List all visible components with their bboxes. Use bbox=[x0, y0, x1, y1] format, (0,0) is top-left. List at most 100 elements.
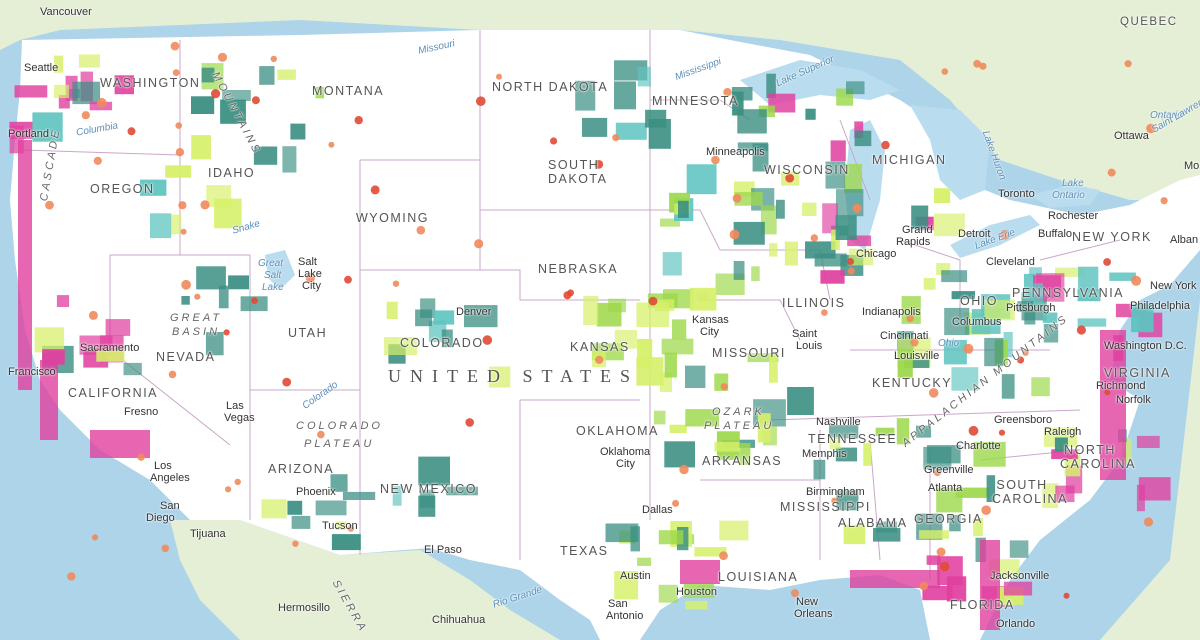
habitat-patch bbox=[776, 199, 785, 219]
habitat-patch bbox=[342, 491, 376, 500]
observation-dot bbox=[1022, 349, 1029, 356]
habitat-patch bbox=[854, 121, 864, 138]
observation-dot bbox=[211, 89, 221, 99]
observation-dot bbox=[998, 429, 1006, 436]
observation-dot bbox=[194, 293, 201, 300]
observation-dot bbox=[217, 52, 228, 62]
observation-dot bbox=[127, 127, 136, 136]
habitat-patch bbox=[441, 329, 453, 348]
habitat-patch bbox=[1033, 283, 1043, 305]
observation-dot bbox=[474, 239, 484, 249]
habitat-patch bbox=[418, 456, 450, 486]
habitat-patch bbox=[689, 287, 717, 311]
habitat-patch bbox=[927, 445, 961, 464]
observation-dot bbox=[963, 343, 974, 354]
habitat-patch bbox=[464, 305, 498, 328]
habitat-patch bbox=[1064, 454, 1081, 477]
habitat-patch bbox=[737, 109, 767, 134]
habitat-patch bbox=[784, 241, 798, 266]
habitat-patch bbox=[854, 130, 872, 147]
lake-ontario bbox=[1030, 185, 1100, 208]
habitat-patch bbox=[685, 409, 720, 427]
observation-dot bbox=[1016, 356, 1025, 364]
habitat-patch bbox=[830, 140, 846, 162]
observation-dot bbox=[392, 280, 400, 287]
coastal-habitat bbox=[980, 540, 1000, 630]
habitat-patch bbox=[714, 442, 740, 452]
habitat-patch bbox=[683, 583, 715, 598]
habitat-patch bbox=[734, 192, 763, 206]
habitat-patch bbox=[805, 108, 816, 120]
habitat-patch bbox=[669, 424, 687, 434]
habitat-patch bbox=[901, 296, 921, 324]
habitat-patch bbox=[847, 235, 872, 247]
habitat-patch bbox=[660, 218, 680, 227]
observation-dot bbox=[1000, 230, 1010, 240]
habitat-patch bbox=[1043, 323, 1059, 343]
great-salt-lake bbox=[265, 250, 295, 290]
habitat-patch bbox=[253, 146, 278, 165]
habitat-patch bbox=[936, 487, 963, 513]
lake-huron bbox=[910, 105, 990, 200]
observation-dot bbox=[790, 589, 799, 598]
observation-dot bbox=[928, 388, 939, 398]
habitat-patch bbox=[170, 214, 182, 235]
habitat-patch bbox=[614, 81, 636, 110]
observation-dot bbox=[711, 155, 720, 165]
habitat-patch bbox=[1131, 303, 1154, 333]
observation-dot bbox=[328, 141, 335, 148]
habitat-patch bbox=[897, 349, 913, 378]
habitat-patch bbox=[608, 298, 626, 313]
observation-dot bbox=[910, 338, 919, 347]
observation-dot bbox=[161, 544, 170, 553]
habitat-patch bbox=[336, 521, 347, 530]
habitat-patch bbox=[933, 213, 965, 237]
habitat-patch bbox=[926, 555, 941, 565]
habitat-patch bbox=[191, 96, 215, 114]
habitat-patch bbox=[835, 447, 858, 462]
observation-dot bbox=[465, 418, 475, 427]
observation-dot bbox=[370, 185, 380, 195]
habitat-patch bbox=[662, 252, 682, 276]
habitat-patch bbox=[261, 499, 287, 519]
habitat-patch bbox=[330, 474, 348, 492]
observation-dot bbox=[347, 524, 355, 532]
habitat-patch bbox=[944, 307, 970, 336]
habitat-patch bbox=[658, 530, 684, 545]
observation-dot bbox=[881, 140, 890, 150]
observation-dot bbox=[305, 273, 315, 283]
habitat-patch bbox=[96, 350, 125, 362]
habitat-patch bbox=[1017, 301, 1033, 312]
habitat-patch bbox=[1121, 438, 1132, 464]
habitat-patch bbox=[1109, 272, 1136, 281]
habitat-patch bbox=[1024, 273, 1036, 301]
habitat-patch bbox=[984, 299, 1015, 321]
lake-erie bbox=[950, 215, 1040, 258]
habitat-patch bbox=[658, 584, 678, 603]
habitat-patch bbox=[844, 163, 863, 193]
habitat-patch bbox=[291, 515, 311, 529]
habitat-patch bbox=[787, 387, 814, 415]
habitat-patch bbox=[846, 81, 865, 95]
observation-dot bbox=[344, 275, 352, 284]
habitat-patch bbox=[181, 296, 190, 305]
habitat-patch bbox=[747, 353, 779, 363]
habitat-patch bbox=[829, 425, 859, 439]
observation-dot bbox=[981, 505, 991, 515]
habitat-patch bbox=[1055, 267, 1085, 277]
habitat-patch bbox=[150, 213, 172, 239]
habitat-patch bbox=[820, 270, 845, 284]
habitat-patch bbox=[222, 90, 251, 101]
habitat-patch bbox=[575, 80, 596, 111]
habitat-patch bbox=[220, 99, 246, 124]
observation-dot bbox=[96, 97, 107, 108]
habitat-patch bbox=[1024, 311, 1036, 325]
habitat-patch bbox=[653, 410, 666, 425]
observation-dot bbox=[847, 258, 854, 265]
observation-dot bbox=[979, 62, 987, 70]
habitat-patch bbox=[489, 366, 511, 388]
habitat-patch bbox=[843, 524, 866, 545]
us-land bbox=[10, 30, 1200, 640]
